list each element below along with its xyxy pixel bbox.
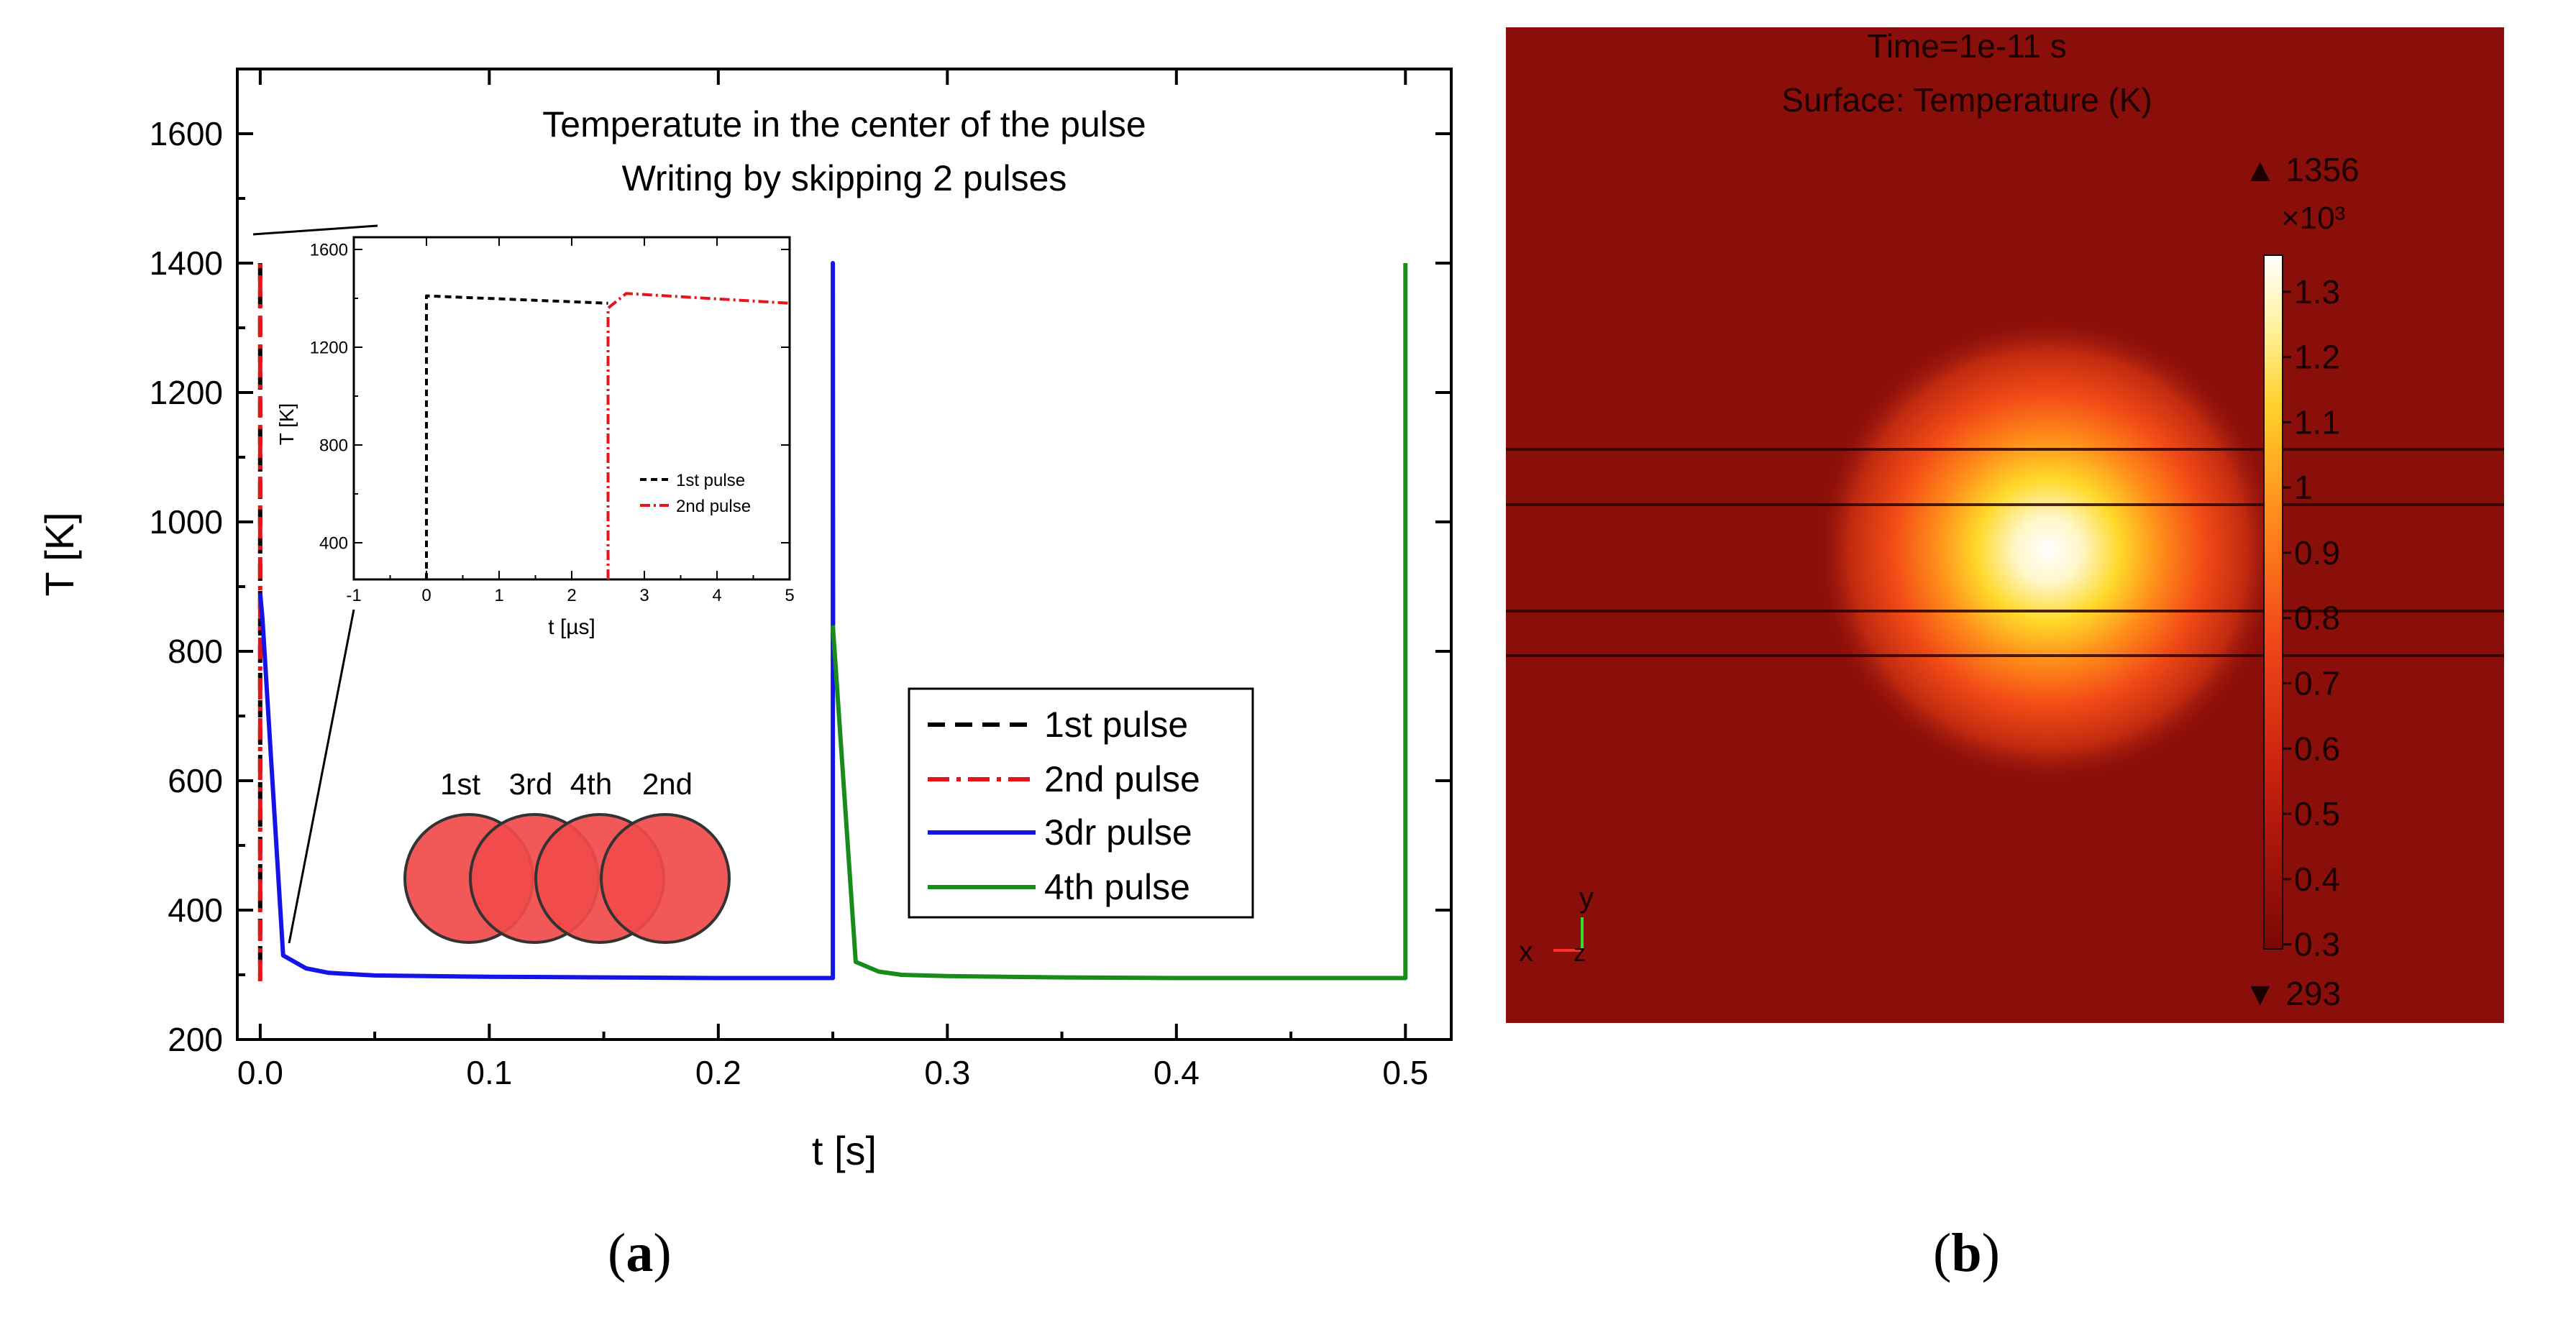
inset-xtick-label: 0 — [421, 586, 431, 605]
inset-xtick-label: 2 — [567, 586, 576, 605]
y-axis-label: T [K] — [37, 512, 82, 596]
main-xtick-label: 0.2 — [695, 1054, 741, 1091]
colorbar-tick-label: 0.7 — [2294, 665, 2340, 702]
colorbar-tick-label: 1.1 — [2294, 403, 2340, 441]
inset-x-axis-label: t [µs] — [548, 615, 595, 639]
inset-ytick-label: 1600 — [310, 240, 348, 260]
inset-ytick-label: 400 — [319, 533, 348, 553]
inset-legend: 1st pulse 2nd pulse — [640, 471, 751, 516]
panel-label-a: (a) — [608, 1223, 672, 1283]
colorbar-tick-label: 0.6 — [2294, 730, 2340, 767]
main-ytick-label: 600 — [168, 762, 223, 799]
colorbar-ticks: 1.3 1.2 1.1 1 0.9 0.8 0.7 0.6 0.5 0.4 0.3 — [2283, 273, 2340, 963]
main-axis-ticks: 0.0 0.1 0.2 0.3 0.4 0.52004006008001000120014… — [150, 69, 1451, 1091]
spot-diagram: 1st 3rd 4th 2nd — [403, 767, 731, 944]
inset-legend-label-2nd: 2nd pulse — [676, 497, 751, 516]
colorbar-tick-label: 1 — [2294, 469, 2313, 506]
inset-plot: -1 0 1 2 3 4 5 400 800 1200 1600 T [K] t [µs] 1st … — [275, 236, 795, 639]
legend-label-4th-pulse: 4th pulse — [1044, 867, 1190, 907]
hotspot — [1811, 313, 2285, 787]
inset-xtick-label: 5 — [785, 586, 794, 605]
colorbar: ▲ 1356 ×10³ 1.3 1.2 1.1 1 0.9 0.8 0.7 0.6 0.5 0.4… — [2244, 151, 2360, 1012]
inset-ytick-label: 800 — [319, 436, 348, 455]
legend-label-2nd-pulse: 2nd pulse — [1044, 759, 1200, 799]
inset-series-2nd-pulse — [606, 292, 790, 579]
main-ytick-label: 200 — [168, 1021, 223, 1058]
inset-xtick-label: 3 — [639, 586, 649, 605]
main-xtick-label: 0.5 — [1382, 1054, 1428, 1091]
inset-xtick-label: -1 — [346, 586, 361, 605]
triad-y-label: y — [1579, 882, 1594, 914]
colorbar-tick-label: 0.9 — [2294, 534, 2340, 572]
colorbar-tick-label: 0.3 — [2294, 926, 2340, 963]
chart-title-line-2: Writing by skipping 2 pulses — [622, 158, 1067, 198]
main-xtick-label: 0.4 — [1154, 1054, 1200, 1091]
main-ytick-label: 1200 — [150, 374, 223, 411]
inset-legend-label-1st: 1st pulse — [676, 471, 745, 490]
colorbar-tick-label: 0.5 — [2294, 795, 2340, 832]
main-xtick-label: 0.3 — [924, 1054, 970, 1091]
main-legend: 1st pulse 2nd pulse 3dr pulse 4th pulse — [908, 687, 1254, 919]
spot-label-1st: 1st — [440, 767, 480, 801]
inset-frame — [352, 236, 791, 581]
inset-series-1st-pulse — [425, 294, 608, 579]
legend-label-1st-pulse: 1st pulse — [1044, 705, 1188, 745]
spot-label-2nd: 2nd — [642, 767, 693, 801]
main-ytick-label: 400 — [168, 891, 223, 929]
axis-triad: y x z — [1519, 882, 1594, 968]
main-series-3dr-pulse — [257, 261, 836, 981]
colorbar-multiplier: ×10³ — [2281, 201, 2345, 236]
inset-xtick-label: 1 — [494, 586, 503, 605]
colorbar-max-label: ▲ 1356 — [2244, 151, 2360, 188]
colorbar-tick-label: 1.3 — [2294, 273, 2340, 311]
colorbar-tick-label: 0.8 — [2294, 600, 2340, 637]
legend-label-3dr-pulse: 3dr pulse — [1044, 812, 1192, 853]
zoom-connector-bottom — [288, 609, 355, 944]
colorbar-tick-label: 1.2 — [2294, 339, 2340, 376]
zoom-connector-top — [252, 224, 378, 236]
x-axis-label: t [s] — [812, 1128, 877, 1173]
inset-y-axis-label: T [K] — [275, 403, 298, 446]
spot-label-4th: 4th — [570, 767, 612, 801]
main-xtick-label: 0.0 — [237, 1054, 283, 1091]
main-ytick-label: 800 — [168, 633, 223, 670]
main-series-4th-pulse — [831, 263, 1408, 981]
panel-b: Time=1e-11 s Surface: Temperature (K) ▲ … — [1506, 27, 2504, 1023]
spot-2nd — [600, 813, 731, 944]
main-series-group — [257, 257, 1408, 981]
main-ytick-label: 1000 — [150, 503, 223, 541]
main-xtick-label: 0.1 — [466, 1054, 512, 1091]
triad-z-label: z — [1574, 940, 1586, 967]
panel-a: 0.0 0.1 0.2 0.3 0.4 0.52004006008001000120014… — [37, 68, 1453, 1173]
main-ytick-label: 1600 — [150, 115, 223, 152]
main-ytick-label: 1400 — [150, 244, 223, 282]
panel-label-b: (b) — [1933, 1223, 2000, 1283]
colorbar-tick-label: 0.4 — [2294, 861, 2340, 898]
heatmap-title-surface: Surface: Temperature (K) — [1781, 81, 2152, 119]
heatmap-title-time: Time=1e-11 s — [1867, 27, 2066, 65]
inset-xtick-label: 4 — [712, 586, 721, 605]
chart-title-line-1: Temperatute in the center of the pulse — [542, 104, 1146, 144]
colorbar-gradient — [2263, 254, 2283, 950]
inset-ytick-label: 1200 — [310, 338, 348, 357]
colorbar-min-label: ▼ 293 — [2244, 975, 2341, 1012]
triad-x-label: x — [1519, 936, 1533, 968]
inset-series-group — [425, 292, 790, 579]
spot-label-3rd: 3rd — [509, 767, 553, 801]
inset-axis-ticks: -1 0 1 2 3 4 5 400 800 1200 1600 — [310, 237, 795, 605]
